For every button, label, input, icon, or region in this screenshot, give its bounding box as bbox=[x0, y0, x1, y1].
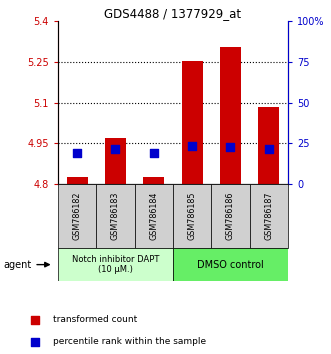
Bar bbox=[173, 184, 211, 248]
Point bbox=[228, 144, 233, 149]
Bar bbox=[105, 138, 126, 184]
Bar bbox=[67, 177, 88, 184]
Text: DMSO control: DMSO control bbox=[197, 259, 264, 270]
Text: GSM786184: GSM786184 bbox=[149, 192, 158, 240]
Text: GSM786187: GSM786187 bbox=[264, 192, 273, 240]
Text: GSM786186: GSM786186 bbox=[226, 192, 235, 240]
Point bbox=[74, 150, 80, 155]
Text: agent: agent bbox=[3, 259, 31, 270]
Point bbox=[32, 339, 38, 344]
Bar bbox=[220, 47, 241, 184]
Point bbox=[189, 143, 195, 148]
Bar bbox=[143, 177, 164, 184]
Bar bbox=[173, 248, 288, 281]
Bar bbox=[58, 184, 96, 248]
Text: GSM786183: GSM786183 bbox=[111, 192, 120, 240]
Bar bbox=[250, 184, 288, 248]
Text: GSM786182: GSM786182 bbox=[72, 192, 82, 240]
Text: transformed count: transformed count bbox=[53, 315, 137, 324]
Title: GDS4488 / 1377929_at: GDS4488 / 1377929_at bbox=[104, 7, 242, 20]
Point bbox=[113, 146, 118, 152]
Bar bbox=[58, 248, 173, 281]
Point bbox=[151, 150, 157, 155]
Bar bbox=[211, 184, 250, 248]
Text: percentile rank within the sample: percentile rank within the sample bbox=[53, 337, 206, 346]
Bar bbox=[96, 184, 135, 248]
Bar bbox=[182, 61, 203, 184]
Bar bbox=[135, 184, 173, 248]
Text: Notch inhibitor DAPT
(10 μM.): Notch inhibitor DAPT (10 μM.) bbox=[72, 255, 159, 274]
Bar bbox=[258, 107, 279, 184]
Point bbox=[266, 146, 271, 152]
Text: GSM786185: GSM786185 bbox=[188, 192, 197, 240]
Point bbox=[32, 317, 38, 323]
